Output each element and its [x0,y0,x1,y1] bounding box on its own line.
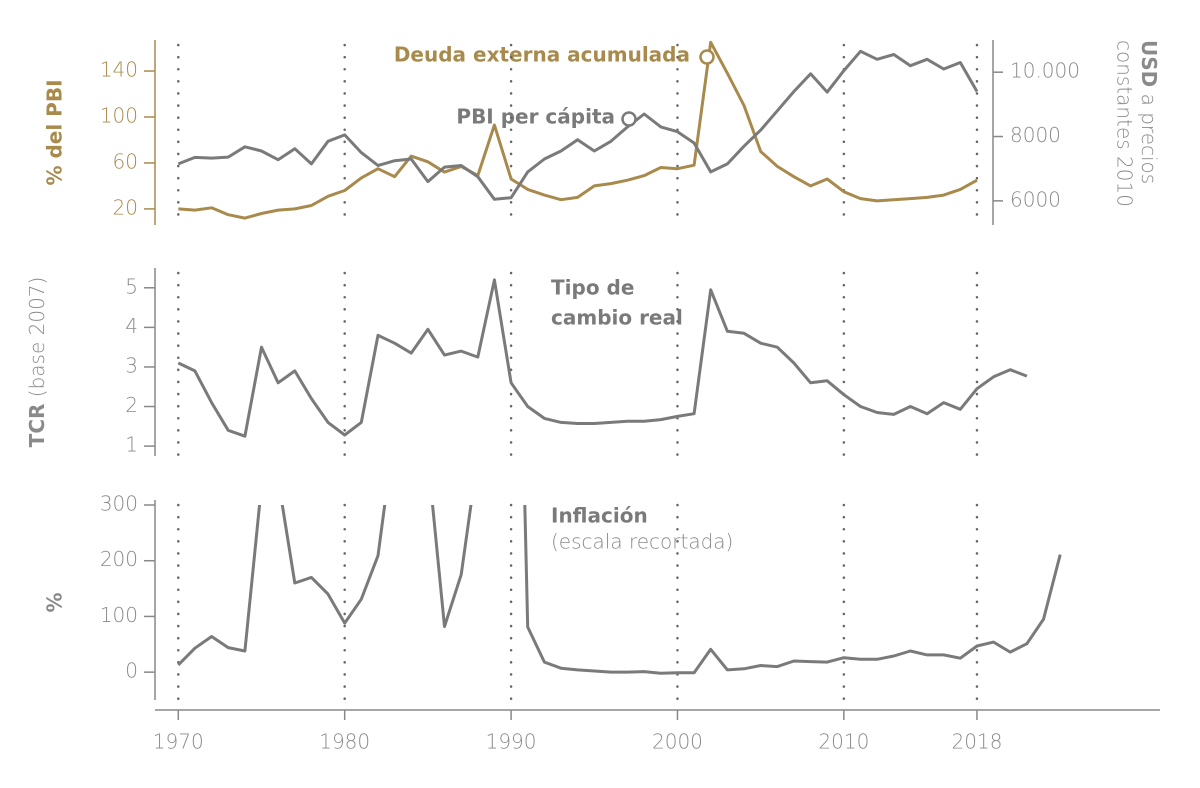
y-tick-label: 300 [100,492,138,516]
gdp-label: PBI per cápita [456,105,615,129]
y-tick-label: 5 [125,274,138,298]
y-axis-label: % del PBI [43,79,67,185]
y2-tick-label: 8000 [1010,123,1061,147]
y-axis-label: % [43,592,67,612]
series-line [177,278,1028,438]
y2-axis-label: constantes 2010 [1113,40,1137,207]
y-tick-label: 2 [125,393,138,417]
y2-tick-label: 10.000 [1010,59,1080,83]
x-tick-label: 1970 [153,730,204,754]
plot-area [177,505,1062,675]
y-tick-label: 100 [100,603,138,627]
x-tick-label: 2018 [952,730,1003,754]
series-line [177,505,1062,675]
y2-axis-label: USD a precios [1138,40,1162,184]
x-tick-label: 2000 [652,730,703,754]
x-tick-label: 1990 [486,730,537,754]
y-tick-label: 1 [125,433,138,457]
y-axis-label: TCR (base 2007) [25,277,49,448]
y-tick-label: 20 [113,195,138,219]
y-tick-label: 100 [100,103,138,127]
inflation-note: (escala recortada) [551,530,733,554]
gdp-marker [621,111,637,127]
tcr-annotation: cambio real [551,306,683,330]
inflation-annotation: Inflación [551,504,648,528]
tcr-annotation: Tipo de [551,276,634,300]
series-line [178,40,978,220]
plot-area [177,278,1028,438]
debt-label: Deuda externa acumulada [394,43,690,67]
y2-tick-label: 6000 [1010,187,1061,211]
y-tick-label: 4 [125,314,138,338]
y-tick-label: 60 [113,149,138,173]
series-line [177,49,979,201]
y-tick-label: 3 [125,353,138,377]
x-tick-label: 1980 [319,730,370,754]
debt-marker [699,49,715,65]
y-tick-label: 200 [100,547,138,571]
y-tick-label: 140 [100,58,138,82]
plot-area [177,40,979,220]
x-tick-label: 2010 [818,730,869,754]
y-tick-label: 0 [125,659,138,683]
